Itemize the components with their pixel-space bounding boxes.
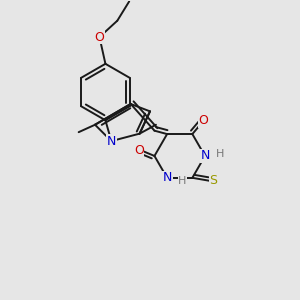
Text: O: O <box>94 31 104 44</box>
Text: H: H <box>178 176 187 186</box>
Text: O: O <box>134 143 144 157</box>
Text: N: N <box>162 171 172 184</box>
Text: N: N <box>200 149 210 162</box>
Text: O: O <box>199 114 208 127</box>
Text: S: S <box>209 174 217 187</box>
Text: N: N <box>107 135 116 148</box>
Text: H: H <box>216 148 225 159</box>
